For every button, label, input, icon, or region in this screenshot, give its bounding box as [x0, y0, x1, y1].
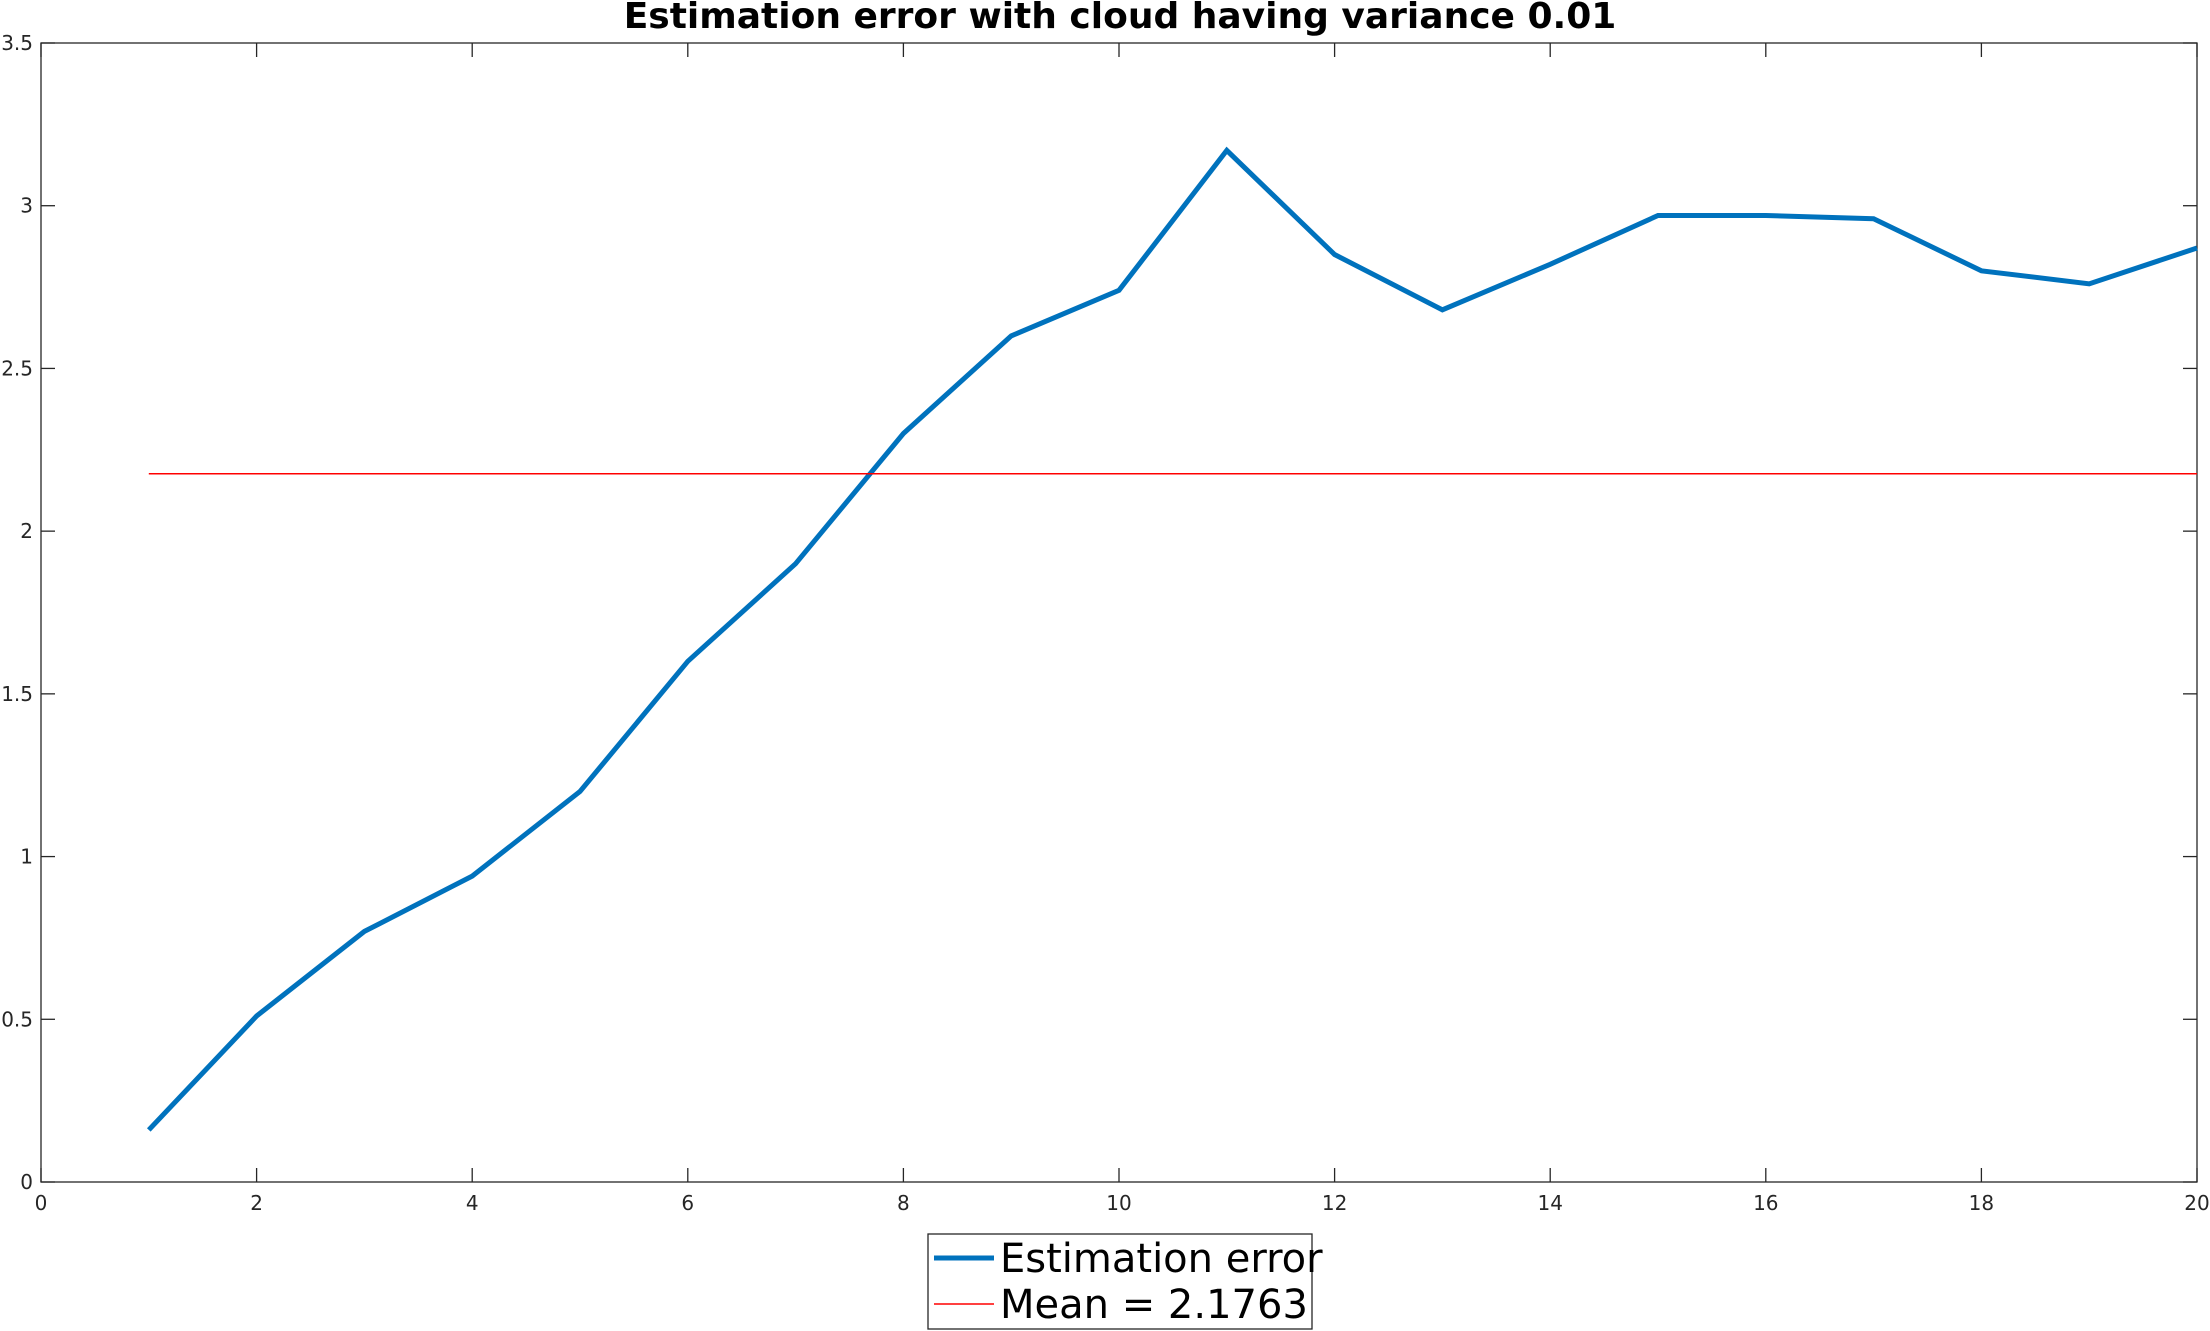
x-tick-label: 0 — [35, 1191, 48, 1215]
chart-title: Estimation error with cloud having varia… — [624, 0, 1617, 37]
axis-ticks: 0 2 4 6 8 10 12 14 16 18 20 0 0.5 1 1.5 2 2.5 3 3.5 — [1, 31, 2210, 1215]
x-tick-label: 6 — [681, 1191, 694, 1215]
x-tick-label: 18 — [1969, 1191, 1994, 1215]
y-tick-label: 1.5 — [1, 682, 33, 706]
x-tick-label: 10 — [1106, 1191, 1131, 1215]
legend-box — [927, 1233, 1313, 1330]
y-tick-label: 3.5 — [1, 31, 33, 55]
legend-label: Mean = 2.1763 — [1000, 1282, 1308, 1328]
plot-area — [40, 42, 2198, 1183]
x-tick-label: 2 — [250, 1191, 263, 1215]
estimation-error-line — [146, 146, 2198, 1132]
x-tick-label: 8 — [897, 1191, 910, 1215]
series-layer — [146, 146, 2198, 1132]
y-tick-label: 2.5 — [1, 356, 33, 380]
x-tick-label: 14 — [1537, 1191, 1562, 1215]
x-tick-label: 4 — [466, 1191, 479, 1215]
y-tick-label: 2 — [20, 519, 33, 543]
y-tick-label: 1 — [20, 845, 33, 869]
y-tick-label: 3 — [20, 194, 33, 218]
y-tick-label: 0 — [20, 1170, 33, 1194]
x-tick-label: 20 — [2184, 1191, 2209, 1215]
y-tick-label: 0.5 — [1, 1007, 33, 1031]
x-tick-label: 12 — [1322, 1191, 1347, 1215]
x-tick-label: 16 — [1753, 1191, 1778, 1215]
legend-label: Estimation error — [1000, 1236, 1323, 1282]
